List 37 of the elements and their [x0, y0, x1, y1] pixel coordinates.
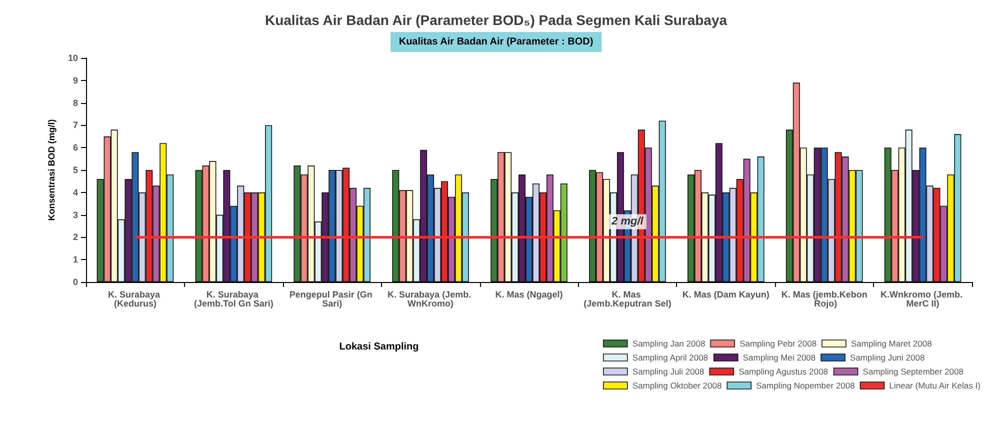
x-tick-label: K. Surabaya (Jemb. WnKromo) — [388, 290, 474, 308]
legend-label: Sampling Nopember 2008 — [756, 380, 856, 390]
legend-label: Sampling Jan 2008 — [632, 338, 706, 348]
legend-label: Sampling Juni 2008 — [850, 352, 925, 362]
legend-label: Sampling Mei 2008 — [742, 352, 816, 362]
x-tick-label: Pengepul Pasir (Gn Sari) — [289, 290, 375, 308]
y-tick-label: 6 — [72, 142, 78, 153]
y-tick-label: 0 — [72, 277, 78, 287]
chart-subtitle: Kualitas Air Badan Air (Parameter : BOD) — [398, 36, 594, 48]
legend-label: Sampling April 2008 — [632, 352, 708, 362]
legend-label: Sampling Maret 2008 — [850, 338, 932, 348]
y-tick-label: 3 — [72, 210, 78, 220]
y-tick-label: 10 — [68, 53, 78, 63]
legend-label: Linear (Mutu Air Kelas I) — [889, 380, 981, 390]
y-tick-label: 5 — [72, 165, 78, 175]
x-tick-label: K. Mas (Jemb.Keputran Sel) — [584, 290, 672, 308]
x-tick-label: K.Wnkromo (Jemb. MerC II) — [880, 290, 966, 308]
legend-label: Sampling Juli 2008 — [632, 366, 704, 376]
y-tick-label: 7 — [72, 120, 78, 130]
y-tick-label: 8 — [72, 98, 78, 108]
x-tick-label: K. Mas (Dam Kayun) — [682, 290, 770, 300]
legend-label: Sampling Agustus 2008 — [738, 366, 828, 376]
x-tick-label: K. Mas (Ngagel) — [495, 290, 563, 300]
y-tick-label: 4 — [72, 187, 78, 198]
y-tick-label: 1 — [72, 254, 78, 265]
x-tick-label: K. Mas (jemb.Kebon Rojo) — [781, 290, 868, 308]
annotation: 2 mg/l — [610, 216, 644, 228]
y-tick-label: 2 — [72, 232, 78, 242]
legend-label: Sampling Oktober 2008 — [632, 380, 722, 390]
x-tick-label: K. Surabaya (Kedurus) — [108, 290, 162, 308]
y-tick-label: 9 — [72, 75, 78, 86]
x-tick-label: K. Surabaya (Jemb.Tol Gn Sari) — [194, 290, 274, 308]
y-axis-title: Konsentrasi BOD (mg/l) — [46, 119, 56, 221]
legend-label: Sampling Pebr 2008 — [740, 338, 817, 348]
chart-title: Kualitas Air Badan Air (Parameter BOD₅) Pada Segmen Kali Surabaya — [264, 12, 728, 28]
legend-label: Sampling September 2008 — [862, 366, 964, 376]
x-axis-title: Lokasi Sampling — [339, 342, 419, 352]
